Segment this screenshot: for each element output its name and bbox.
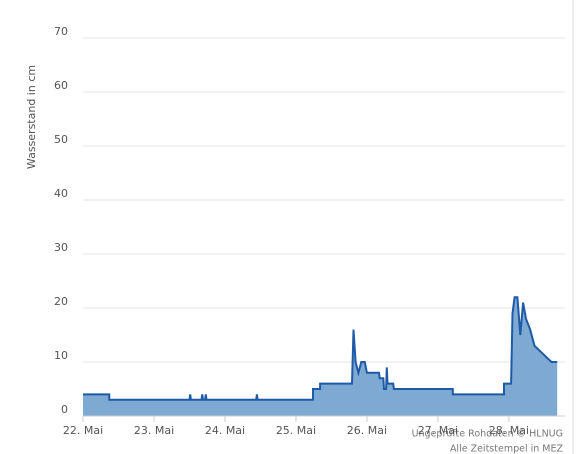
y-axis-title: Wasserstand in cm [25,65,38,169]
x-tick-label: 26. Mai [347,424,387,437]
y-tick-label: 50 [54,133,68,146]
x-tick-label: 24. Mai [205,424,245,437]
area-fill [83,297,558,416]
y-tick-label: 10 [54,349,68,362]
y-tick-label: 0 [61,403,68,416]
x-tick-label: 22. Mai [63,424,103,437]
credit: Ungeprüfte Rohdaten © HLNUG [412,429,563,440]
credit: Alle Zeitstempel in MEZ [450,444,564,454]
y-tick-label: 70 [54,25,68,38]
x-tick-label: 23. Mai [134,424,174,437]
y-tick-label: 20 [54,295,68,308]
y-tick-label: 60 [54,79,68,92]
x-tick-label: 28. Mai [489,424,529,437]
y-tick-label: 40 [54,187,68,200]
x-tick-label: 27. Mai [418,424,458,437]
area-line [83,296,558,401]
y-tick-label: 30 [54,241,68,254]
x-tick-label: 25. Mai [276,424,316,437]
